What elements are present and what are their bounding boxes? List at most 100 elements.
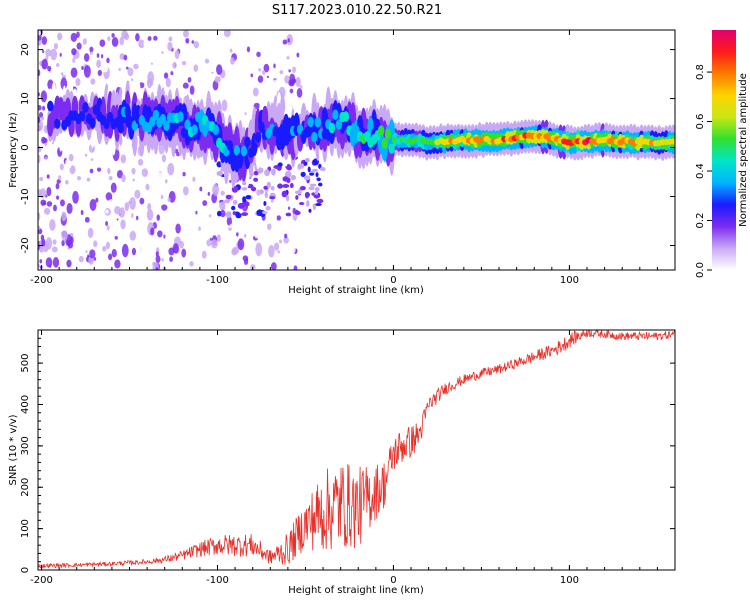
spectral-speckle bbox=[294, 190, 302, 195]
spectrogram-x-tick-label: 0 bbox=[390, 275, 396, 286]
spectral-speckle bbox=[84, 153, 88, 157]
spectral-speckle bbox=[231, 248, 237, 256]
spectral-speckle bbox=[155, 255, 161, 263]
spectral-speckle bbox=[193, 41, 200, 49]
snr-y-tick-label: 300 bbox=[20, 436, 31, 455]
spectral-speckle bbox=[167, 41, 173, 52]
spectral-speckle bbox=[230, 57, 235, 65]
spectral-speckle bbox=[251, 190, 254, 195]
spectral-speckle bbox=[136, 215, 139, 221]
spectral-speckle bbox=[226, 216, 233, 226]
spectrogram-x-ticks: -200 -100 0 100 bbox=[30, 30, 676, 286]
spectral-speckle bbox=[229, 48, 233, 53]
spectral-speckle bbox=[90, 78, 96, 85]
spectral-speckle bbox=[56, 195, 60, 200]
spectral-speckle bbox=[46, 201, 53, 207]
snr-y-axis-label: SNR (10 * v/v) bbox=[8, 414, 19, 485]
spectral-speckle bbox=[211, 71, 214, 74]
spectral-speckle bbox=[52, 239, 57, 245]
spectral-speckle bbox=[312, 203, 317, 210]
spectral-speckle bbox=[245, 195, 252, 200]
spectral-speckle bbox=[90, 158, 94, 161]
spectral-speckle bbox=[58, 175, 62, 180]
snr-x-axis-label: Height of straight line (km) bbox=[288, 585, 424, 596]
spectral-speckle bbox=[108, 176, 113, 181]
spectral-speckle bbox=[39, 246, 44, 254]
spectral-speckle bbox=[100, 54, 104, 59]
spectral-speckle bbox=[279, 70, 284, 75]
spectral-speckle bbox=[157, 230, 163, 238]
spectral-speckle bbox=[38, 228, 43, 235]
spectral-speckle bbox=[59, 163, 64, 171]
spectral-speckle bbox=[279, 239, 282, 244]
spectral-speckle bbox=[40, 199, 47, 206]
spectral-speckle bbox=[95, 197, 99, 203]
spectral-speckle bbox=[56, 225, 61, 231]
spectral-speckle bbox=[61, 230, 68, 241]
spectral-speckle bbox=[243, 233, 247, 238]
spectral-speckle bbox=[220, 190, 225, 196]
spectral-speckle bbox=[202, 200, 208, 206]
snr-x-ticks: -200 -100 0 100 bbox=[30, 330, 676, 586]
spectral-speckle bbox=[52, 257, 60, 268]
spectral-speckle bbox=[116, 218, 119, 221]
spectral-speckle bbox=[299, 85, 303, 89]
colorbar-tick-label: 0.8 bbox=[695, 64, 706, 80]
spectral-speckle bbox=[108, 199, 115, 207]
snr-series-line bbox=[38, 330, 675, 569]
spectral-speckle bbox=[265, 205, 271, 211]
spectral-speckle bbox=[93, 240, 98, 248]
spectral-speckle bbox=[311, 168, 318, 172]
spectral-speckle bbox=[66, 259, 72, 268]
spectral-speckle bbox=[198, 226, 201, 231]
spectral-speckle bbox=[214, 76, 221, 83]
spectral-speckle bbox=[264, 191, 268, 199]
spectral-speckle bbox=[153, 35, 158, 41]
spectral-speckle bbox=[45, 237, 53, 250]
spectral-speckle bbox=[281, 187, 284, 192]
spectrogram-y-tick-label: -10 bbox=[20, 188, 31, 204]
spectral-ridge-cell bbox=[124, 106, 131, 118]
spectral-speckle bbox=[232, 199, 238, 205]
spectral-speckle bbox=[243, 201, 250, 207]
spectral-speckle bbox=[160, 194, 164, 200]
spectral-speckle bbox=[65, 179, 69, 185]
spectral-speckle bbox=[68, 241, 74, 249]
spectral-speckle bbox=[299, 163, 305, 169]
spectral-speckle bbox=[44, 156, 47, 160]
snr-plot-area bbox=[38, 330, 675, 569]
spectral-speckle bbox=[289, 182, 294, 189]
spectral-ridge-cell bbox=[57, 104, 65, 116]
spectral-speckle bbox=[315, 202, 322, 207]
spectral-speckle bbox=[107, 36, 111, 41]
spectrogram-y-tick-label: -20 bbox=[20, 237, 31, 253]
spectral-ridge-cell bbox=[304, 126, 311, 138]
spectral-speckle bbox=[150, 62, 153, 65]
spectral-speckle bbox=[174, 49, 180, 60]
spectral-speckle bbox=[40, 90, 48, 103]
spectral-ridge-cell bbox=[177, 111, 184, 122]
spectral-speckle bbox=[56, 179, 61, 184]
spectral-speckle bbox=[106, 57, 110, 64]
spectral-speckle bbox=[224, 199, 231, 204]
spectral-speckle bbox=[66, 202, 73, 215]
spectral-speckle bbox=[216, 234, 221, 242]
snr-x-tick-label: 100 bbox=[560, 575, 579, 586]
colorbar-tick-label: 0.0 bbox=[695, 262, 706, 278]
spectral-speckle bbox=[111, 36, 119, 47]
spectral-speckle bbox=[292, 66, 296, 73]
spectral-speckle bbox=[210, 239, 218, 249]
spectral-ridge-cell bbox=[244, 136, 251, 148]
snr-x-tick-label: 0 bbox=[390, 575, 396, 586]
spectral-speckle bbox=[39, 252, 42, 256]
spectral-speckle bbox=[229, 179, 232, 183]
spectral-speckle bbox=[147, 202, 152, 211]
spectral-speckle bbox=[285, 212, 292, 217]
spectral-speckle bbox=[202, 235, 207, 240]
spectral-ridge-cell bbox=[388, 143, 395, 154]
spectral-speckle bbox=[148, 167, 153, 173]
spectrogram-x-tick-label: -200 bbox=[30, 275, 53, 286]
spectral-speckle bbox=[242, 196, 247, 203]
spectral-speckle bbox=[53, 42, 59, 50]
